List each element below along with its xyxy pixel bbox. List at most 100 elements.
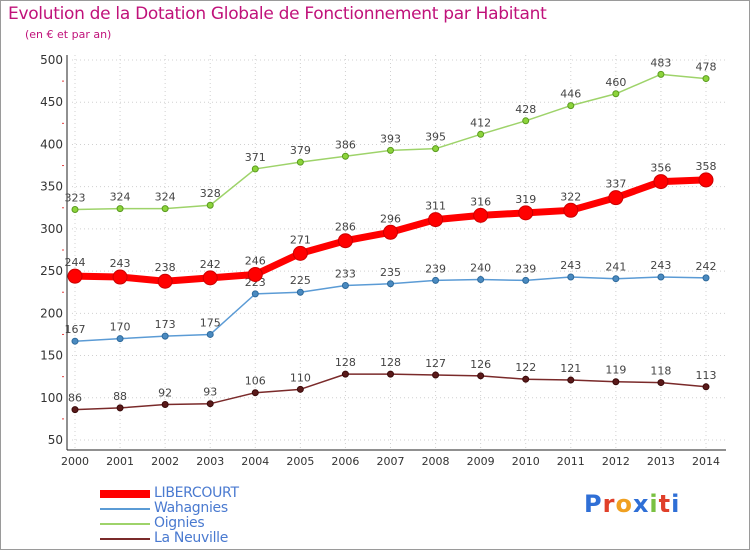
data-label-wahagnies: 175 <box>200 316 221 329</box>
data-label-la-neuville: 110 <box>290 371 311 384</box>
data-point-oignies <box>116 205 124 213</box>
legend-swatch-libercourt <box>100 490 150 498</box>
data-label-libercourt: 242 <box>200 258 221 271</box>
x-tick-label: 2010 <box>512 455 540 468</box>
data-label-libercourt: 358 <box>696 160 717 173</box>
data-point-oignies <box>161 205 169 213</box>
y-tick-label: 450 <box>40 95 63 109</box>
data-label-libercourt: 322 <box>560 190 581 203</box>
data-point-libercourt <box>383 224 398 240</box>
data-label-oignies: 460 <box>605 76 626 89</box>
chart-title: Evolution de la Dotation Globale de Fonc… <box>8 4 547 24</box>
data-label-wahagnies: 243 <box>560 259 581 272</box>
x-tick-label: 2006 <box>331 455 359 468</box>
legend-swatch-oignies <box>100 523 150 525</box>
logo-letter: o <box>615 490 633 518</box>
data-point-libercourt <box>608 190 624 206</box>
legend-swatch-la-neuville <box>100 538 150 540</box>
data-point-la-neuville <box>567 376 575 384</box>
data-point-wahagnies <box>432 276 440 284</box>
data-point-oignies <box>657 70 665 78</box>
data-point-la-neuville <box>341 370 349 378</box>
data-label-la-neuville: 118 <box>650 365 671 378</box>
data-label-oignies: 478 <box>696 61 717 74</box>
x-tick-label: 2014 <box>692 455 720 468</box>
data-point-oignies <box>432 145 440 153</box>
x-tick-label: 2009 <box>467 455 495 468</box>
data-label-wahagnies: 173 <box>155 318 176 331</box>
data-label-wahagnies: 170 <box>110 321 131 334</box>
y-tick-label: 100 <box>40 391 63 405</box>
data-point-la-neuville <box>387 370 394 378</box>
data-point-oignies <box>522 117 530 125</box>
data-label-oignies: 393 <box>380 132 401 145</box>
x-tick-label: 2001 <box>106 455 134 468</box>
data-point-la-neuville <box>702 383 710 391</box>
data-label-wahagnies: 239 <box>515 262 536 275</box>
x-tick-label: 2003 <box>196 455 224 468</box>
data-label-libercourt: 243 <box>110 257 131 270</box>
data-label-oignies: 395 <box>425 131 446 144</box>
data-point-libercourt <box>292 245 308 261</box>
data-point-la-neuville <box>116 404 124 412</box>
data-point-libercourt <box>337 233 353 249</box>
data-point-libercourt <box>247 266 263 282</box>
x-tick-label: 2011 <box>557 455 585 468</box>
y-tick-label: 250 <box>40 264 63 278</box>
data-label-la-neuville: 121 <box>560 362 581 375</box>
data-label-la-neuville: 88 <box>113 390 127 403</box>
x-tick-label: 2004 <box>241 455 269 468</box>
data-point-wahagnies <box>71 337 79 345</box>
data-label-oignies: 371 <box>245 151 266 164</box>
data-label-oignies: 428 <box>515 103 536 116</box>
data-label-wahagnies: 243 <box>650 259 671 272</box>
data-point-la-neuville <box>432 371 440 379</box>
data-point-oignies <box>702 75 710 83</box>
data-point-la-neuville <box>612 378 620 386</box>
data-point-wahagnies <box>206 330 214 338</box>
data-point-libercourt <box>473 207 489 223</box>
data-label-wahagnies: 240 <box>470 262 491 275</box>
data-label-la-neuville: 127 <box>425 357 446 370</box>
data-label-libercourt: 316 <box>470 195 491 208</box>
data-point-wahagnies <box>477 276 485 284</box>
legend-label-wahagnies: Wahagnies <box>154 500 228 516</box>
data-label-wahagnies: 235 <box>380 266 401 279</box>
data-point-oignies <box>387 146 394 154</box>
data-label-oignies: 446 <box>560 88 581 101</box>
y-tick-label: 150 <box>40 349 63 363</box>
data-label-oignies: 323 <box>65 191 86 204</box>
data-label-la-neuville: 106 <box>245 375 266 388</box>
data-label-la-neuville: 86 <box>68 392 82 405</box>
data-label-oignies: 324 <box>110 191 131 204</box>
data-label-oignies: 412 <box>470 116 491 129</box>
data-point-libercourt <box>698 172 714 188</box>
y-tick-label: 500 <box>40 53 63 67</box>
legend-label-oignies: Oignies <box>154 515 205 531</box>
x-tick-label: 2000 <box>61 455 89 468</box>
data-point-oignies <box>567 102 575 110</box>
data-point-la-neuville <box>161 401 169 409</box>
data-label-oignies: 324 <box>155 191 176 204</box>
data-point-wahagnies <box>387 280 394 288</box>
data-label-libercourt: 311 <box>425 200 446 213</box>
x-tick-label: 2012 <box>602 455 630 468</box>
data-point-wahagnies <box>116 335 124 343</box>
logo-letter: t <box>658 490 672 518</box>
data-label-oignies: 379 <box>290 144 311 157</box>
data-label-libercourt: 244 <box>65 256 86 269</box>
data-point-la-neuville <box>296 385 304 393</box>
data-label-la-neuville: 119 <box>605 364 626 377</box>
data-label-oignies: 386 <box>335 138 356 151</box>
data-label-libercourt: 337 <box>605 178 626 191</box>
y-tick-label: 350 <box>40 180 63 194</box>
data-point-wahagnies <box>251 290 259 298</box>
data-point-wahagnies <box>522 276 530 284</box>
legend-label-libercourt: LIBERCOURT <box>154 485 239 501</box>
data-label-oignies: 328 <box>200 187 221 200</box>
data-label-la-neuville: 128 <box>335 356 356 369</box>
logo-letter: x <box>632 490 650 518</box>
data-label-wahagnies: 225 <box>290 274 311 287</box>
data-point-oignies <box>477 130 485 138</box>
